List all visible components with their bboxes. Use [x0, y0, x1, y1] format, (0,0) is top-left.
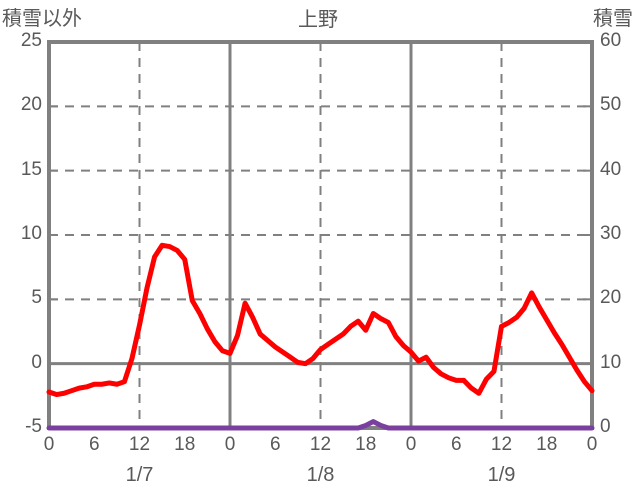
x-axis-tick-label: 6 [88, 434, 100, 455]
left-axis-title: 積雪以外 [2, 8, 82, 30]
right-axis-tick-label: 40 [600, 158, 622, 180]
x-axis-tick-label: 18 [355, 434, 377, 455]
right-axis-tick-label: 60 [600, 30, 622, 51]
left-axis-tick-label: 20 [20, 94, 42, 116]
chart-title: 上野 [298, 9, 338, 31]
left-axis-tick-label: 25 [20, 30, 42, 51]
left-axis-tick-label: 10 [20, 223, 42, 244]
data-series [46, 242, 595, 431]
x-axis-tick-label: 18 [174, 434, 196, 455]
right-axis-tick-label: 20 [600, 287, 622, 309]
temperature-line-1 [461, 290, 595, 396]
temperature-line-0 [46, 242, 467, 398]
x-axis-tick-label: 12 [490, 434, 513, 455]
x-axis-tick-label: 0 [224, 434, 236, 455]
right-axis-tick-label: 30 [600, 223, 622, 244]
right-axis-tick-label: 10 [600, 351, 622, 373]
x-axis-tick-label: 18 [536, 434, 558, 455]
x-axis-tick-label: 0 [405, 434, 417, 455]
left-axis-tick-label: -5 [25, 416, 42, 437]
right-axis-title: 積雪 [593, 8, 633, 30]
x-axis-day-label: 1/8 [306, 464, 335, 486]
x-axis-tick-label: 0 [43, 434, 55, 455]
left-axis-tick-label: 15 [20, 158, 42, 180]
left-axis-tick-label: 5 [31, 287, 42, 309]
right-axis-tick-label: 50 [600, 94, 622, 116]
x-axis-tick-label: 6 [269, 434, 281, 455]
x-axis-day-label: 1/7 [125, 464, 154, 486]
x-axis-tick-label: 0 [586, 434, 598, 455]
x-axis-tick-label: 6 [450, 434, 462, 455]
left-axis-tick-label: 0 [31, 351, 42, 373]
x-axis-day-label: 1/9 [487, 464, 516, 486]
x-axis-tick-label: 12 [128, 434, 151, 455]
right-axis-tick-label: 0 [600, 416, 611, 437]
x-axis-tick-label: 12 [309, 434, 332, 455]
snow-depth-line [46, 419, 595, 431]
